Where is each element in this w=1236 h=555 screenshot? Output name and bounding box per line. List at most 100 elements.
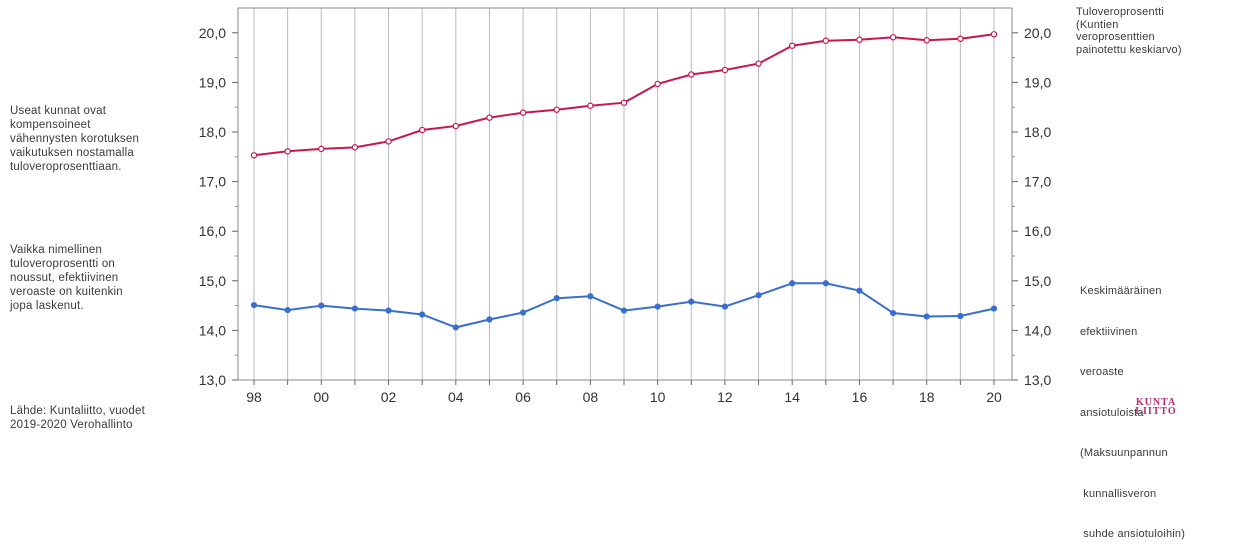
y-tick-label: 19,0	[199, 74, 226, 90]
legend-line: efektiivinen	[1080, 325, 1138, 338]
note-line: tuloveroprosentti on	[10, 258, 116, 270]
x-tick-label: 10	[650, 389, 666, 405]
data-point	[721, 66, 729, 74]
note-line: vaikutuksen nostamalla	[10, 147, 134, 159]
data-point	[318, 145, 325, 153]
x-tick-label: 02	[381, 389, 397, 405]
data-point	[889, 34, 897, 41]
data-point	[418, 126, 426, 134]
data-point	[990, 305, 998, 312]
data-point	[351, 144, 359, 151]
y-tick-label: 18,0	[1024, 124, 1051, 140]
x-tick-label: 18	[919, 389, 935, 405]
y-tick-label: 16,0	[199, 223, 226, 239]
y-tick-label: 17,0	[199, 174, 226, 190]
y-tick-label: 14,0	[1024, 322, 1051, 338]
x-tick-label: 98	[246, 389, 262, 405]
chart-plot-frame	[237, 7, 1013, 381]
data-point	[755, 292, 762, 299]
source-note: Lähde: Kuntaliitto, vuodet 2019-2020 Ver…	[10, 404, 145, 432]
note-compensation: Useat kunnat ovat kompensoineet vähennys…	[10, 104, 139, 174]
y-tick-label: 15,0	[199, 273, 226, 289]
y-tick-label: 16,0	[1024, 223, 1051, 239]
x-tick-label: 14	[784, 389, 800, 405]
legend-line: veroaste	[1080, 366, 1124, 378]
y-tick-label: 15,0	[1024, 273, 1051, 289]
x-tick-label: 06	[515, 389, 531, 405]
data-point	[284, 306, 291, 314]
legend-line: Keskimääräinen	[1080, 285, 1162, 297]
x-tick-label: 00	[313, 389, 329, 405]
data-point	[519, 309, 527, 316]
note-line: noussut, efektiivinen	[10, 272, 119, 284]
note-line: vähennysten korotuksen	[10, 133, 140, 145]
x-tick-label: 12	[717, 389, 733, 405]
data-point	[519, 109, 527, 116]
x-tick-label: 08	[583, 389, 599, 405]
x-tick-label: 20	[986, 389, 1002, 405]
note-effective-rate: Vaikka nimellinen tuloveroprosentti on n…	[10, 243, 123, 313]
x-tick-label: 16	[852, 389, 868, 405]
x-axis: 98 00 02 04 06 08 10 12 14 16 18 20	[246, 380, 1002, 405]
data-point	[822, 280, 829, 287]
data-point	[620, 99, 628, 106]
source-line: 2019-2020 Verohallinto	[10, 419, 133, 431]
data-point	[822, 37, 830, 44]
series-tax-rate	[250, 31, 998, 159]
note-line: kompensoineet	[10, 119, 91, 131]
data-point	[755, 60, 762, 67]
legend-line: ansiotuloista	[1080, 406, 1144, 419]
chart-series	[250, 31, 998, 331]
legend-line: kunnallisveron	[1080, 487, 1157, 500]
plot-border	[237, 7, 1013, 381]
kuntaliitto-logo: KUNTA LIITTO	[1124, 397, 1188, 417]
logo-line: KUNTA	[1135, 397, 1177, 408]
y-axis-right: 13,0 14,0 15,0 16,0 17,0 18,0 19,0 20,0	[1012, 25, 1051, 388]
data-point	[385, 138, 392, 145]
y-tick-label: 20,0	[1024, 25, 1051, 41]
data-point	[351, 305, 359, 312]
data-point	[688, 298, 695, 305]
legend-line: (Maksuunpannun	[1080, 447, 1168, 459]
data-point	[990, 31, 998, 38]
legend-line: veroprosenttien	[1076, 31, 1155, 43]
y-axis-left: 13,0 14,0 15,0 16,0 17,0 18,0 19,0 20,0	[199, 25, 238, 388]
data-point	[856, 287, 863, 294]
y-tick-label: 13,0	[1024, 372, 1051, 388]
data-point	[654, 80, 661, 88]
note-line: tuloveroprosenttiaan.	[10, 161, 122, 173]
y-tick-label: 19,0	[1024, 74, 1051, 90]
y-tick-label: 14,0	[199, 322, 226, 338]
data-point	[553, 106, 560, 113]
series-effective-rate	[250, 280, 998, 331]
y-tick-label: 17,0	[1024, 174, 1051, 190]
legend-tax-rate: Tuloveroprosentti (Kuntien veroprosentti…	[1076, 6, 1182, 56]
legend-line: painotettu keskiarvo)	[1076, 43, 1182, 56]
data-point	[318, 302, 325, 309]
data-point	[923, 37, 930, 44]
data-point	[250, 302, 258, 309]
data-point	[486, 316, 493, 323]
x-tick-label: 04	[448, 389, 464, 405]
data-point	[385, 307, 392, 314]
data-point	[486, 114, 493, 121]
chart: 13,0 14,0 15,0 16,0 17,0 18,0 19,0 20,0 13,0 14,…	[199, 7, 1051, 405]
data-point	[889, 309, 897, 317]
data-point	[419, 311, 426, 318]
data-point	[688, 71, 695, 78]
note-line: veroaste on kuitenkin	[10, 286, 123, 298]
data-point	[957, 35, 964, 42]
data-point	[856, 36, 863, 43]
legend-line: (Kuntien	[1076, 18, 1119, 31]
data-point	[284, 148, 291, 155]
data-point	[654, 303, 661, 310]
note-line: jopa laskenut.	[10, 300, 84, 312]
data-point	[957, 312, 964, 320]
data-point	[553, 295, 560, 302]
data-point	[250, 152, 258, 159]
data-point	[587, 293, 594, 300]
y-tick-label: 20,0	[199, 25, 226, 41]
data-point	[620, 307, 628, 314]
note-line: Useat kunnat ovat	[10, 105, 107, 117]
data-point	[452, 324, 459, 331]
